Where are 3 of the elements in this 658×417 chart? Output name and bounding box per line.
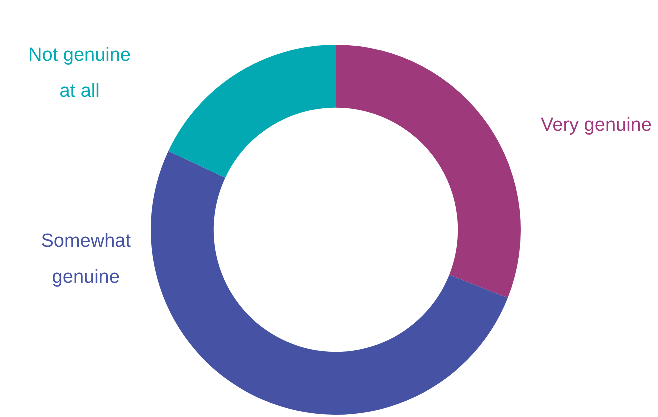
slice-label: Very genuine bbox=[541, 115, 652, 136]
slice-label: Somewhat genuine bbox=[41, 231, 132, 288]
slice-label: Not genuine at all bbox=[28, 45, 131, 102]
